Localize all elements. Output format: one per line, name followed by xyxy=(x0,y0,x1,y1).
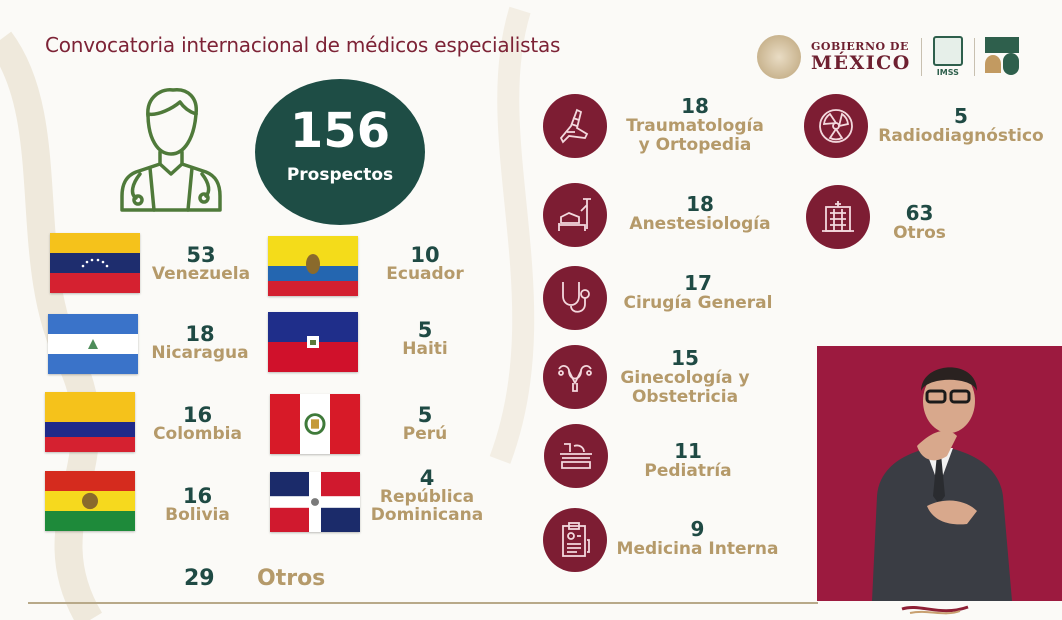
total-prospects-label: Prospectos xyxy=(286,165,394,185)
specialty-traumatologia: 18 Traumatología y Ortopedia xyxy=(610,95,780,154)
peru-flag xyxy=(270,394,360,454)
country-name: Ecuador xyxy=(386,264,464,285)
specialty-name-line1: Traumatología xyxy=(626,116,764,136)
ecuador-flag xyxy=(268,236,358,296)
specialty-count: 17 xyxy=(684,271,712,295)
logo-divider xyxy=(973,38,975,76)
specialty-cirugia-general: 17 Cirugía General xyxy=(608,272,788,313)
country-name: Venezuela xyxy=(151,264,251,285)
specialty-count: 5 xyxy=(954,104,968,128)
country-ecuador: 10 Ecuador xyxy=(375,244,475,284)
specialty-count: 18 xyxy=(686,192,714,216)
countries-other-label: Otros xyxy=(257,566,326,591)
specialty-count: 63 xyxy=(905,201,934,225)
specialty-name-line1: Medicina Interna xyxy=(616,539,779,559)
interpreter-figure xyxy=(872,367,1012,601)
dominican-republic-flag xyxy=(270,472,360,532)
specialty-anestesiologia: 18 Anestesiología xyxy=(620,193,780,234)
specialty-name-line1: Ginecología y xyxy=(620,368,750,388)
country-bolivia: 16 Bolivia xyxy=(150,485,245,525)
specialty-pediatria: 11 Pediatría xyxy=(628,440,748,481)
specialty-otros: 63 Otros xyxy=(882,202,957,243)
colombia-flag xyxy=(45,392,135,452)
nicaragua-flag xyxy=(48,314,138,374)
imss-label: IMSS xyxy=(936,68,959,77)
header-logos: GOBIERNO DE MÉXICO IMSS xyxy=(757,35,1019,79)
country-count: 16 xyxy=(182,403,213,427)
mexico-seal-icon xyxy=(757,35,801,79)
bolivia-flag xyxy=(45,471,135,531)
specialty-count: 15 xyxy=(671,346,699,370)
footer-divider xyxy=(28,602,818,604)
country-name: Bolivia xyxy=(165,505,230,526)
specialty-name-line1: Pediatría xyxy=(644,461,732,481)
uterus-icon xyxy=(543,345,607,409)
specialty-name-line2: Obstetricia xyxy=(631,386,739,407)
country-name: Colombia xyxy=(153,424,242,445)
country-count: 18 xyxy=(185,322,215,346)
country-name-line2: Dominicana xyxy=(370,504,484,525)
gobierno-de-mexico-logo: GOBIERNO DE MÉXICO xyxy=(811,41,911,73)
specialty-name-line1: Radiodiagnóstico xyxy=(878,126,1044,146)
imss-emblem-icon xyxy=(932,36,963,66)
gobierno-line1: GOBIERNO DE xyxy=(811,40,909,53)
country-peru: 5 Perú xyxy=(385,404,465,444)
total-prospects-count: 156 xyxy=(289,103,391,159)
country-colombia: 16 Colombia xyxy=(145,404,250,444)
specialty-name-line2: y Ortopedia xyxy=(638,134,752,155)
country-count: 5 xyxy=(417,403,433,427)
country-name: Haiti xyxy=(402,339,448,360)
country-nicaragua: 18 Nicaragua xyxy=(145,323,255,363)
patient-bed-icon xyxy=(543,183,607,247)
doctor-icon xyxy=(120,87,222,212)
country-count: 16 xyxy=(182,484,213,508)
footer-emblem-icon xyxy=(901,605,969,615)
country-name-line1: República xyxy=(379,487,475,508)
countries-other-count: 29 xyxy=(184,566,215,591)
gobierno-line2: MÉXICO xyxy=(811,52,911,74)
country-name: Perú xyxy=(402,424,448,445)
specialty-name-line1: Otros xyxy=(893,223,946,243)
specialty-radiodiagnostico: 5 Radiodiagnóstico xyxy=(866,105,1056,146)
specialty-medicina-interna: 9 Medicina Interna xyxy=(605,518,790,559)
baby-crib-icon xyxy=(544,424,608,488)
country-haiti: 5 Haiti xyxy=(385,319,465,359)
haiti-flag xyxy=(268,312,358,372)
country-count: 10 xyxy=(410,243,440,267)
page-title: Convocatoria internacional de médicos es… xyxy=(45,33,561,57)
country-count: 4 xyxy=(419,466,435,490)
anniversary-80-logo xyxy=(984,37,1019,77)
specialty-ginecologia: 15 Ginecología y Obstetricia xyxy=(610,347,760,406)
country-count: 53 xyxy=(186,243,216,267)
imss-logo: IMSS xyxy=(932,36,964,78)
specialty-count: 11 xyxy=(674,439,702,463)
bone-leg-icon xyxy=(543,94,607,158)
specialty-count: 9 xyxy=(690,517,705,541)
country-dominican-republic: 4 República Dominicana xyxy=(362,467,492,525)
logo-divider xyxy=(920,38,922,76)
sign-language-interpreter-video xyxy=(817,346,1062,601)
country-venezuela: 53 Venezuela xyxy=(146,244,256,284)
specialty-name-line1: Cirugía General xyxy=(623,293,773,313)
specialty-name-line1: Anestesiología xyxy=(629,214,771,234)
total-prospects-badge: 156 Prospectos xyxy=(255,79,425,225)
clipboard-icon xyxy=(543,508,607,572)
hospital-icon xyxy=(806,185,870,249)
radiation-icon xyxy=(804,94,868,158)
country-count: 5 xyxy=(417,318,433,342)
specialty-count: 18 xyxy=(681,94,709,118)
venezuela-flag xyxy=(50,233,140,293)
country-name: Nicaragua xyxy=(151,343,249,364)
stethoscope-icon xyxy=(543,266,607,330)
